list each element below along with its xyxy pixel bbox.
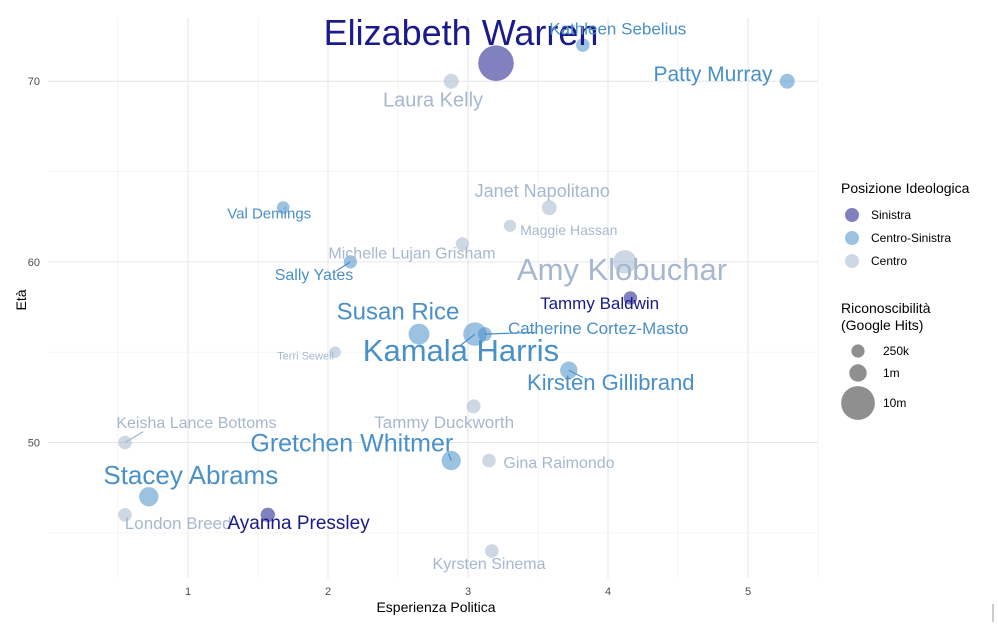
data-label: Terri Sewell (277, 350, 334, 362)
legend-swatch (845, 254, 859, 268)
data-label: London Breed (125, 514, 232, 533)
x-tick-label: 5 (745, 586, 751, 598)
y-tick-label: 50 (28, 438, 40, 450)
data-label: Susan Rice (337, 299, 460, 326)
data-point (560, 361, 578, 379)
data-label: Keisha Lance Bottoms (116, 415, 276, 432)
legend-recognition-title-2: (Google Hits) (841, 317, 923, 333)
legend-size-swatch (849, 364, 867, 382)
data-point (575, 38, 590, 52)
data-point (118, 507, 132, 522)
data-points (118, 38, 795, 558)
y-tick-label: 70 (28, 76, 40, 88)
legend-recognition: Riconoscibilità (Google Hits) 250k 1m 10m (841, 300, 931, 420)
data-point (463, 322, 487, 346)
data-label: Janet Napolitano (475, 181, 610, 201)
data-point (455, 237, 469, 251)
data-label: Kirsten Gillibrand (527, 370, 695, 395)
data-point (276, 201, 290, 215)
x-tick-label: 1 (185, 586, 191, 598)
x-axis-title: Esperienza Politica (376, 599, 495, 615)
data-point (466, 399, 481, 414)
data-point (139, 487, 159, 507)
leader-line (484, 331, 536, 335)
data-label: Kamala Harris (363, 333, 559, 368)
data-point (260, 507, 275, 522)
legend-size-label: 250k (883, 344, 910, 358)
data-label: Michelle Lujan Grisham (328, 245, 495, 262)
data-label: Catherine Cortez-Masto (508, 319, 688, 338)
data-point (408, 323, 430, 345)
data-label: Maggie Hassan (520, 222, 617, 238)
legend-label: Sinistra (871, 208, 911, 222)
data-label: Sally Yates (275, 267, 354, 284)
data-point (443, 73, 459, 89)
data-point (613, 250, 637, 274)
data-label: Gretchen Whitmer (250, 430, 453, 458)
legend-size-swatch (841, 386, 875, 420)
data-point (503, 219, 517, 232)
legend-ideology-title: Posizione Ideologica (841, 180, 970, 196)
data-label: Ayanna Pressley (227, 513, 370, 534)
legend-label: Centro (871, 254, 907, 268)
data-point (118, 435, 132, 450)
data-label: Stacey Abrams (103, 460, 278, 490)
x-tick-label: 4 (605, 586, 611, 598)
legend-size-label: 10m (883, 396, 906, 410)
data-point (541, 200, 557, 216)
data-point (478, 45, 514, 81)
data-point (779, 73, 795, 89)
data-label: Kathleen Sebelius (549, 19, 686, 38)
data-label: Val Demings (227, 206, 311, 223)
axis-ticks: 1 2 3 4 5 50 60 70 (28, 76, 751, 598)
legend-swatch (845, 231, 859, 245)
data-label: Amy Klobuchar (517, 252, 727, 287)
data-point (441, 450, 461, 471)
y-tick-label: 60 (28, 257, 40, 269)
data-label: Kyrsten Sinema (433, 556, 546, 573)
data-label: Tammy Baldwin (540, 294, 659, 313)
data-point (623, 291, 638, 305)
legend-size-swatch (851, 344, 865, 358)
legend-ideology: Posizione Ideologica Sinistra Centro-Sini… (841, 180, 970, 268)
data-label: Laura Kelly (383, 90, 483, 112)
legend-recognition-title-1: Riconoscibilità (841, 300, 931, 316)
y-axis-title: Età (13, 289, 29, 310)
data-label: Elizabeth Warren (324, 12, 599, 53)
data-label: Gina Raimondo (503, 455, 614, 472)
data-point (343, 255, 357, 269)
data-label: Patty Murray (653, 63, 773, 86)
data-point (482, 453, 496, 468)
data-label: Tammy Duckworth (374, 413, 514, 432)
x-tick-label: 3 (465, 586, 471, 598)
legend-size-label: 1m (883, 366, 900, 380)
grid (48, 18, 819, 578)
legend-label: Centro-Sinistra (871, 231, 951, 245)
data-point (484, 544, 499, 558)
legend-swatch (845, 208, 859, 222)
data-point (329, 346, 341, 359)
x-tick-label: 2 (325, 586, 331, 598)
